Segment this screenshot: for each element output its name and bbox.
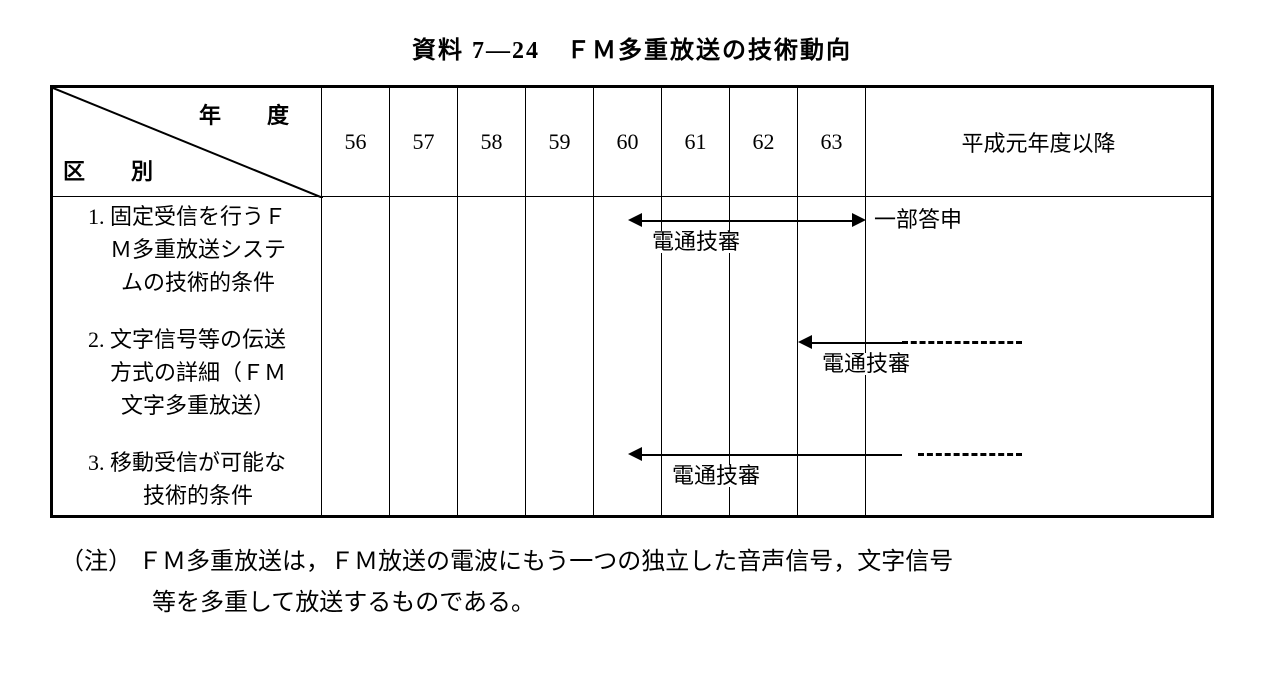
- timeline-table: 年 度 区 別 56 57 58 59 60 61 62 63 平成元年度以降 …: [50, 85, 1214, 518]
- year-col-56: 56: [322, 87, 390, 197]
- body-col-heisei: [866, 197, 1213, 517]
- year-col-62: 62: [730, 87, 798, 197]
- body-col-62: [730, 197, 798, 517]
- body-col-56: [322, 197, 390, 517]
- body-col-61: [662, 197, 730, 517]
- row-2-label: 2. 文字信号等の伝送 方式の詳細（ＦＭ 文字多重放送）: [53, 323, 321, 422]
- year-col-58: 58: [458, 87, 526, 197]
- row3-arrow-left-head: [628, 447, 642, 461]
- year-col-57: 57: [390, 87, 458, 197]
- header-row: 年 度 区 別 56 57 58 59 60 61 62 63 平成元年度以降: [52, 87, 1213, 197]
- footnote-prefix: （注）: [60, 549, 132, 575]
- body-col-63: [798, 197, 866, 517]
- year-col-59: 59: [526, 87, 594, 197]
- body-col-58: [458, 197, 526, 517]
- year-col-61: 61: [662, 87, 730, 197]
- row-3-label: 3. 移動受信が可能な 技術的条件: [53, 446, 321, 512]
- footnote-line1: ＦＭ多重放送は，ＦＭ放送の電波にもう一つの独立した音声信号，文字信号: [138, 549, 953, 575]
- body-col-59: [526, 197, 594, 517]
- footnote-line2: 等を多重して放送するものである。: [60, 590, 535, 616]
- diag-header-bottom: 区 別: [63, 154, 165, 186]
- diagonal-header: 年 度 区 別: [52, 87, 322, 197]
- diag-header-top: 年 度: [199, 98, 301, 130]
- row-1-label: 1. 固定受信を行うＦ Ｍ多重放送システ ムの技術的条件: [53, 200, 321, 299]
- figure-title: 資料 7―24 ＦＭ多重放送の技術動向: [50, 30, 1214, 65]
- year-col-heisei: 平成元年度以降: [866, 87, 1213, 197]
- row1-arrow-left-head: [628, 213, 642, 227]
- year-col-60: 60: [594, 87, 662, 197]
- footnote: （注） ＦＭ多重放送は，ＦＭ放送の電波にもう一つの独立した音声信号，文字信号 等…: [50, 542, 1214, 624]
- row-labels: 1. 固定受信を行うＦ Ｍ多重放送システ ムの技術的条件 2. 文字信号等の伝送…: [52, 197, 322, 517]
- year-col-63: 63: [798, 87, 866, 197]
- body-col-60: 電通技審 一部答申 電通技審 電通技審: [594, 197, 662, 517]
- body-col-57: [390, 197, 458, 517]
- body-row: 1. 固定受信を行うＦ Ｍ多重放送システ ムの技術的条件 2. 文字信号等の伝送…: [52, 197, 1213, 517]
